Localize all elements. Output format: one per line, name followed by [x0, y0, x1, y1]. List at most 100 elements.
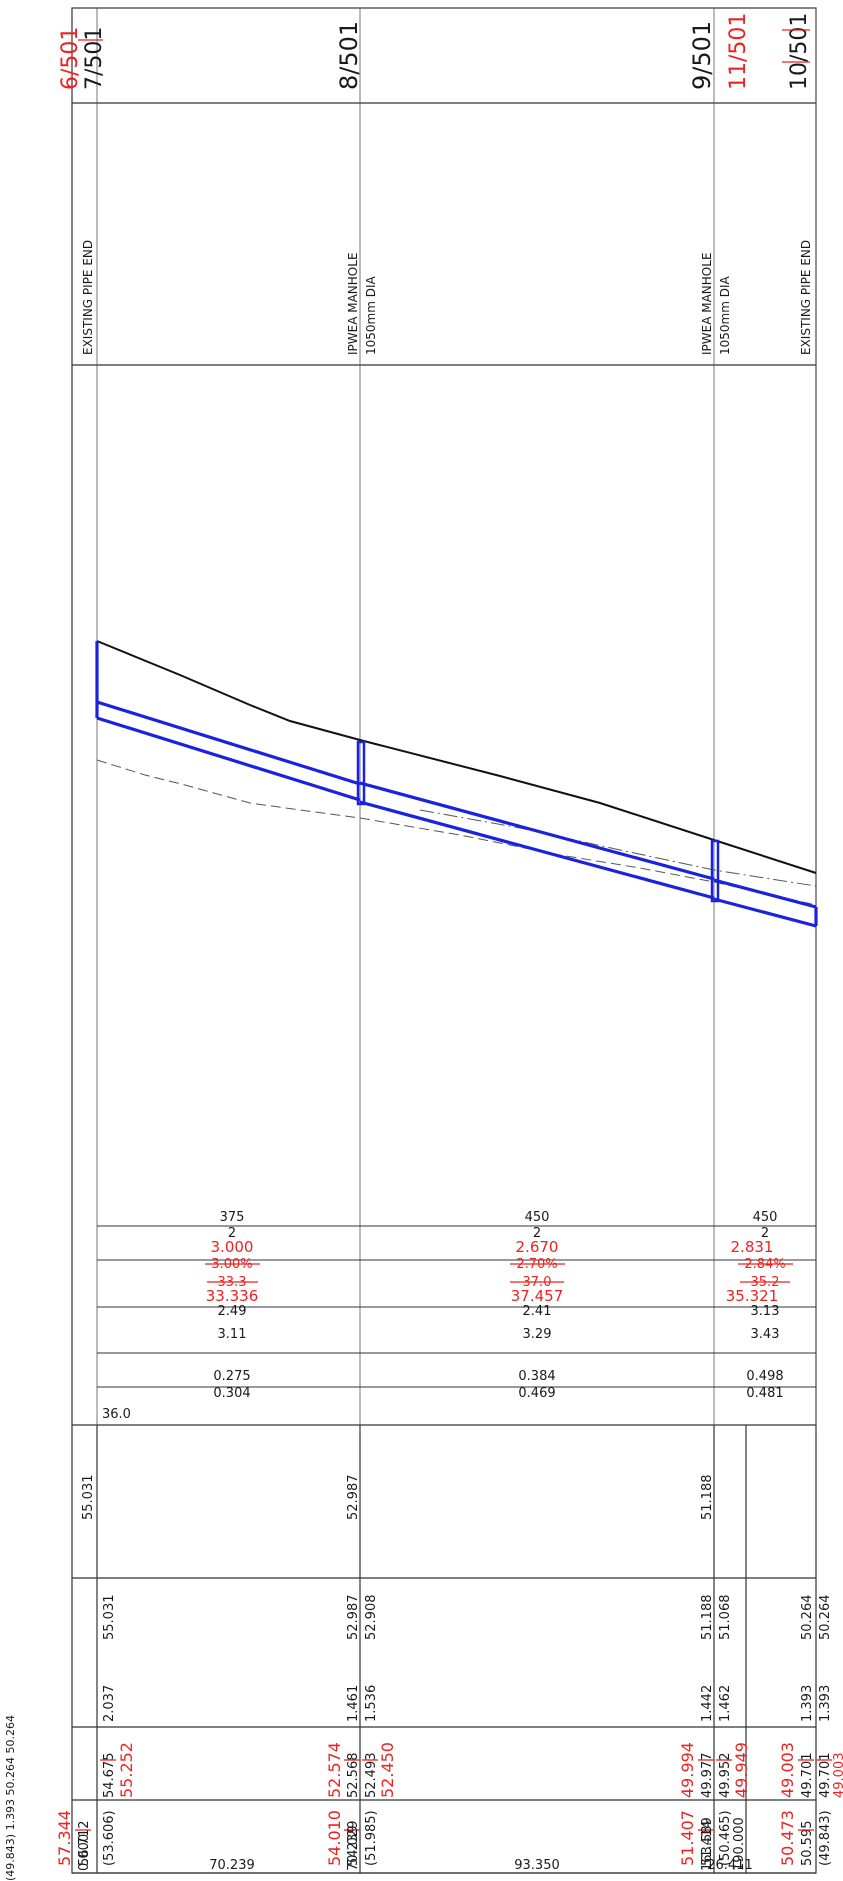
seg3-v1: 3.13: [751, 1304, 780, 1319]
design-surface-band: 55.031 52.987 51.188: [81, 1475, 715, 1521]
ds-left-edge: 55.031: [81, 1475, 96, 1521]
io-mh1-old: 52.568: [346, 1753, 361, 1799]
depth-end-b: 1.393: [818, 1685, 833, 1722]
seg1-diameter: 375: [220, 1210, 245, 1225]
seg3-length-new: 35.321: [726, 1287, 779, 1305]
ii-mh1-b: (51.985): [364, 1810, 379, 1866]
seg2-length-new: 37.457: [511, 1287, 564, 1305]
sheet-ref-11: 11/501: [726, 13, 751, 90]
depth-start: 2.037: [102, 1685, 117, 1722]
ii-end-old: 50.595: [800, 1821, 815, 1867]
sheet-ref-7: 7/501: [82, 27, 107, 90]
seg1-grade-new: 3.000: [211, 1238, 254, 1256]
existing-surface-line: [96, 759, 817, 906]
depth-mh1: 1.461: [346, 1685, 361, 1722]
pipe-data-table: 375 2 3.000 3.00% 33.3 33.336 2.49 3.11 …: [97, 1210, 816, 1422]
seg1-length-new: 33.336: [206, 1287, 259, 1305]
io-mh2-new: 49.994: [678, 1742, 697, 1798]
fs-end-a: 50.264: [800, 1595, 815, 1641]
ds-mh1: 52.987: [346, 1475, 361, 1521]
chainage-start: 0.000: [77, 1834, 92, 1871]
depth-mh2-b: 1.462: [718, 1685, 733, 1722]
io-mh1-b-old: 52.493: [364, 1753, 379, 1799]
ii-mh1-new: 54.010: [325, 1810, 344, 1866]
seg2-diameter: 450: [525, 1210, 550, 1225]
chainage-end: 190.000: [732, 1817, 747, 1871]
seg1-class: 2: [228, 1226, 236, 1241]
depth-end-a: 1.393: [800, 1685, 815, 1722]
chainage-band: 0.000 70.239 163.589 190.000 70.239 93.3…: [77, 1817, 753, 1873]
chainage-mh1: 70.239: [346, 1826, 361, 1872]
mh1-size: 1050mm DIA: [364, 275, 378, 355]
start-structure-label: EXISTING PIPE END: [81, 240, 95, 355]
mh2-title: IPWEA MANHOLE: [700, 252, 714, 355]
io-mh2-old: 49.977: [700, 1753, 715, 1799]
seg2-v1: 2.41: [523, 1304, 552, 1319]
seg2-q2: 0.469: [518, 1386, 555, 1401]
mh2-size: 1050mm DIA: [718, 275, 732, 355]
span-2: 93.350: [514, 1858, 560, 1873]
seg3-class: 2: [761, 1226, 769, 1241]
pipe: [95, 641, 818, 928]
io-mh2-b-old: 49.952: [718, 1753, 733, 1799]
io-end-b-old: 49.701: [818, 1753, 833, 1799]
ii-mh2-old: 51.414: [700, 1821, 715, 1867]
seg3-q2: 0.481: [746, 1386, 783, 1401]
structure-labels: EXISTING PIPE END IPWEA MANHOLE 1050mm D…: [81, 240, 813, 355]
io-start-new: 55.252: [117, 1742, 136, 1798]
sheet-ref-10: 10/501: [787, 13, 812, 90]
seg2-q1: 0.384: [518, 1369, 555, 1384]
fs-mh1-b: 52.908: [364, 1595, 379, 1641]
fs-end-b: 50.264: [818, 1595, 833, 1641]
span-1: 70.239: [209, 1858, 255, 1873]
seg1-v2: 3.11: [218, 1327, 247, 1342]
io-end-new: 49.003: [778, 1742, 797, 1798]
fs-start: 55.031: [102, 1595, 117, 1641]
seg2-v2: 3.29: [523, 1327, 552, 1342]
io-start-old: 54.675: [102, 1753, 117, 1799]
ii-end-b: (49.843): [818, 1810, 833, 1866]
seg1-q2: 0.304: [213, 1386, 250, 1401]
invert-out-band: 54.675 55.252 52.574 52.568 52.493 52.45…: [100, 1742, 843, 1798]
depth-band: 2.037 1.461 1.536 1.442 1.462 1.393 1.39…: [102, 1685, 833, 1722]
ii-mh2-new: 51.407: [678, 1810, 697, 1866]
manhole-1-shaft: [356, 740, 366, 806]
manhole-2-shaft: [710, 839, 720, 903]
seg3-v2: 3.43: [751, 1327, 780, 1342]
seg3-grade-new: 2.831: [731, 1238, 774, 1256]
seg1-extra: 36.0: [102, 1407, 131, 1422]
invert-in-band: 57.344 56.712 (53.606) 54.010 54.029 (51…: [55, 1810, 833, 1866]
manhole-shafts: [356, 740, 720, 903]
top-cut-legend: (49.843) 1.393 50.264 50.264: [4, 1715, 17, 1881]
seg3-diameter: 450: [753, 1210, 778, 1225]
sheet-ref-6: 6/501: [58, 27, 83, 90]
ii-start-b: (53.606): [102, 1810, 117, 1866]
end-structure-label: EXISTING PIPE END: [799, 240, 813, 355]
seg1-v1: 2.49: [218, 1304, 247, 1319]
io-mh1-b-new: 52.450: [378, 1742, 397, 1798]
ii-mh2-b: (50.465): [718, 1810, 733, 1866]
finished-surface-band: 55.031 52.987 52.908 51.188 51.068 50.26…: [102, 1595, 833, 1641]
sheet-ref-8: 8/501: [335, 21, 363, 90]
io-mh2-b-new: 49.949: [732, 1742, 751, 1798]
fs-mh2-b: 51.068: [718, 1595, 733, 1641]
natural-line: [419, 809, 817, 887]
mh1-title: IPWEA MANHOLE: [346, 252, 360, 355]
ii-mh1-old: 54.029: [346, 1821, 361, 1867]
seg2-grade-new: 2.670: [516, 1238, 559, 1256]
ii-start-old: 56.712: [77, 1821, 92, 1867]
ds-mh2: 51.188: [700, 1475, 715, 1521]
sheet-ref-9: 9/501: [688, 21, 716, 90]
manhole-gridlines: [96, 8, 817, 1425]
long-section-profile: [95, 640, 818, 928]
depth-mh1-b: 1.536: [364, 1685, 379, 1722]
seg2-class: 2: [533, 1226, 541, 1241]
io-end-old: 49.701: [800, 1753, 815, 1799]
fs-mh1: 52.987: [346, 1595, 361, 1641]
depth-mh2: 1.442: [700, 1685, 715, 1722]
span-3: 26.411: [707, 1858, 753, 1873]
finished-surface-line: [96, 640, 817, 874]
io-end-cut: 49.003: [832, 1753, 843, 1799]
fs-mh2: 51.188: [700, 1595, 715, 1641]
